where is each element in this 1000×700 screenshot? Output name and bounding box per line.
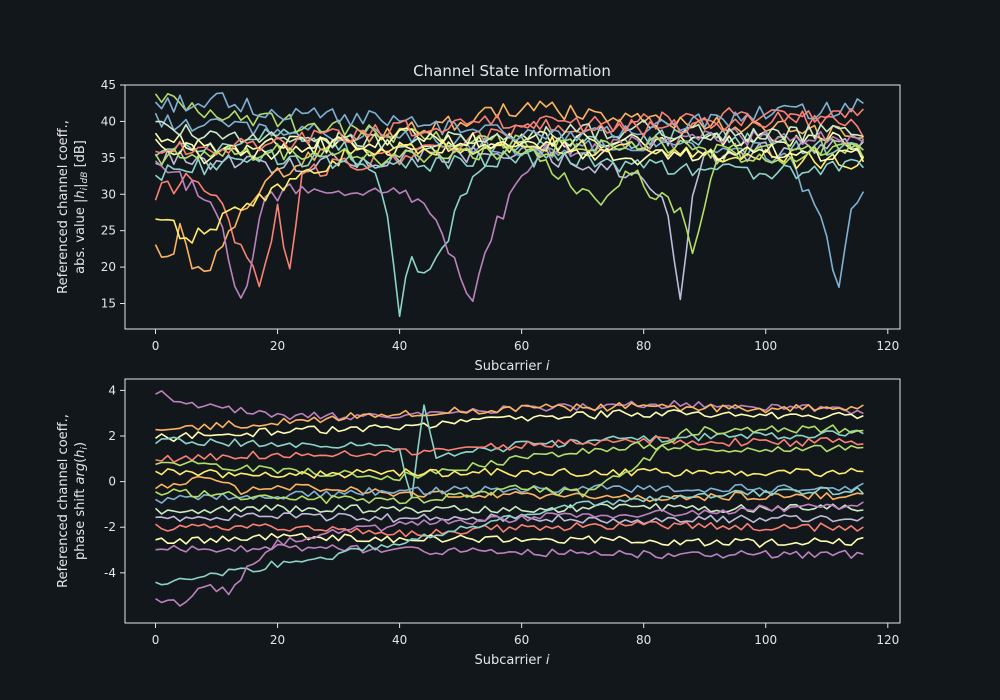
bottom-series-line-13: [155, 543, 864, 560]
bottom-x-tick-label: 80: [636, 633, 651, 647]
top-series-line-10: [154, 149, 864, 182]
top-x-tick-label: 20: [270, 339, 285, 353]
bottom-y-tick-label: 2: [108, 429, 116, 443]
bottom-series-line-11: [155, 520, 864, 538]
bottom-series-line-16: [155, 424, 864, 505]
bottom-series-line-4: [155, 435, 864, 463]
bottom-series-group: [154, 390, 864, 607]
top-x-tick-label: 120: [876, 339, 899, 353]
bottom-y-tick-label: 0: [108, 475, 116, 489]
top-y-tick-label: 20: [101, 260, 116, 274]
bottom-ticks: 0 20 40 60 80 100 120 -4 -2 0 2 4: [104, 383, 899, 647]
bottom-x-tick-label: 0: [152, 633, 160, 647]
top-y-axis-label-line2: abs. value |hi|dB [dB]: [73, 140, 90, 274]
top-x-tick-label: 0: [152, 339, 160, 353]
bottom-x-tick-label: 20: [270, 633, 285, 647]
bottom-series-line-7: [155, 475, 864, 503]
top-x-tick-label: 80: [636, 339, 651, 353]
bottom-x-axis-label: Subcarrier i: [474, 653, 549, 668]
top-x-tick-label: 60: [514, 339, 529, 353]
top-x-tick-label: 100: [754, 339, 777, 353]
bottom-series-line-1: [155, 402, 864, 431]
top-series-line-8: [155, 119, 864, 151]
chart-title: Channel State Information: [413, 62, 611, 80]
bottom-series-line-3: [155, 404, 864, 499]
bottom-x-tick-label: 60: [514, 633, 529, 647]
top-y-tick-label: 25: [101, 224, 116, 238]
top-series-line-7: [154, 128, 864, 303]
bottom-x-tick-label: 120: [876, 633, 899, 647]
top-y-axis-label-line1: Referenced channel coeff.,: [56, 120, 71, 294]
bottom-y-axis-label: Referenced channel coeff., phase shift a…: [56, 414, 90, 588]
top-series-line-6: [154, 93, 865, 255]
bottom-plot: 0 20 40 60 80 100 120 -4 -2 0 2 4 Subcarrier i Refe…: [56, 378, 901, 668]
top-x-axis-label: Subcarrier i: [474, 359, 549, 374]
bottom-y-tick-label: 4: [108, 383, 116, 397]
top-series-line-3: [154, 107, 865, 288]
top-y-tick-label: 30: [101, 187, 116, 201]
bottom-series-line-5: [155, 441, 864, 482]
bottom-series-line-6: [155, 467, 864, 479]
top-series-line-14: [154, 135, 864, 166]
bottom-series-line-2: [155, 409, 864, 443]
top-y-tick-label: 15: [101, 297, 116, 311]
bottom-x-tick-label: 100: [754, 633, 777, 647]
top-series-group: [154, 92, 865, 318]
bottom-y-tick-label: -2: [104, 520, 116, 534]
bottom-series-line-12: [155, 532, 864, 548]
top-series-line-13: [155, 107, 864, 156]
top-series-line-5: [154, 100, 864, 273]
bottom-x-tick-label: 40: [392, 633, 407, 647]
bottom-y-axis-label-line2: phase shift arg(hi): [73, 442, 90, 560]
bottom-y-axis-label-line1: Referenced channel coeff.,: [56, 414, 71, 588]
top-y-tick-label: 35: [101, 151, 116, 165]
top-y-tick-label: 40: [101, 114, 116, 128]
top-series-line-9: [155, 135, 865, 244]
top-axes-frame: [124, 84, 901, 330]
top-ticks: 0 20 40 60 80 100 120 15 20 25 30 35 40 45: [101, 78, 900, 353]
top-plot: Channel State Information 0 20 40 60 80 100 12…: [56, 62, 901, 374]
top-y-axis-label: Referenced channel coeff., abs. value |h…: [56, 120, 90, 294]
bottom-axes-frame: [124, 378, 901, 624]
bottom-series-line-15: [155, 501, 864, 607]
top-x-tick-label: 40: [392, 339, 407, 353]
bottom-series-line-14: [155, 486, 864, 586]
top-series-line-11: [154, 92, 864, 142]
bottom-y-tick-label: -4: [104, 566, 116, 580]
top-y-tick-label: 45: [101, 78, 116, 92]
bottom-series-line-9: [154, 502, 864, 515]
